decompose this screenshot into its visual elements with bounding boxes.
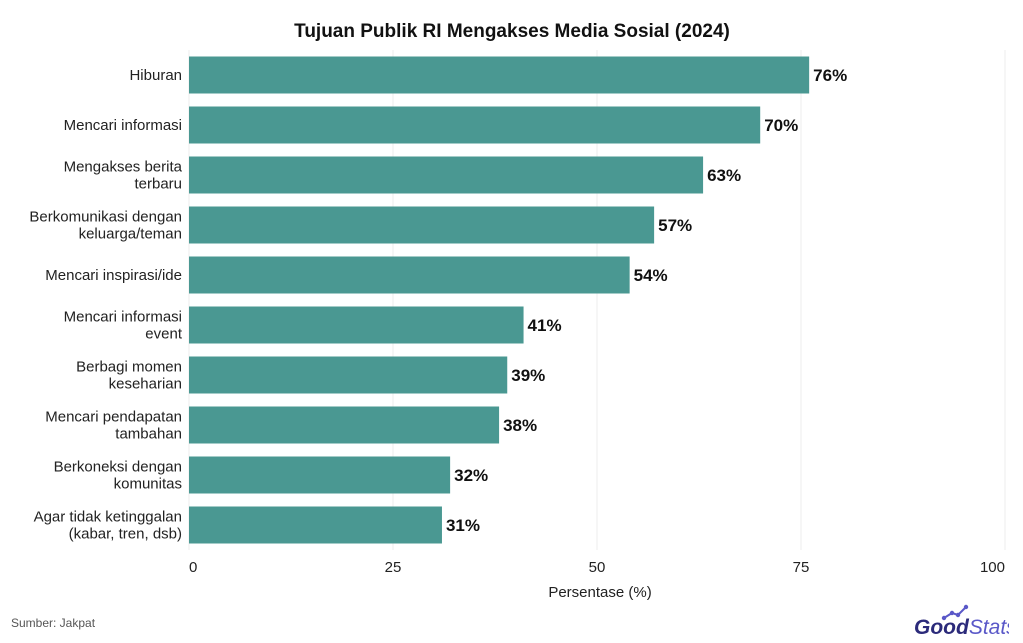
value-label: 31%	[446, 516, 480, 535]
source-note: Sumber: Jakpat	[11, 616, 96, 630]
value-label: 54%	[634, 266, 668, 285]
value-label: 32%	[454, 466, 488, 485]
category-label-line: keluarga/teman	[79, 226, 182, 243]
category-label: Berbagi momen keseharian	[76, 359, 182, 393]
bar	[189, 306, 524, 344]
category-label: Mencari informasi	[64, 117, 182, 134]
logo-chart-icon	[941, 604, 969, 621]
x-axis-title: Persentase (%)	[548, 584, 651, 601]
category-label: Berkomunikasi dengan keluarga/teman	[29, 209, 182, 243]
category-label-line: Berkoneksi dengan	[54, 459, 182, 476]
category-label: Mencari inspirasi/ide	[45, 267, 182, 284]
chart-title: Tujuan Publik RI Mengakses Media Sosial …	[294, 21, 730, 42]
category-label-line: keseharian	[109, 376, 182, 393]
category-label: Mengakses berita terbaru	[64, 159, 183, 193]
category-label-line: terbaru	[134, 176, 182, 193]
bar	[189, 256, 630, 294]
category-label: Agar tidak ketinggalan (kabar, tren, dsb)	[34, 509, 182, 543]
goodstats-logo: GoodStats	[914, 604, 1009, 638]
bars	[189, 56, 810, 544]
x-tick-label: 75	[793, 559, 810, 576]
category-label-line: Agar tidak ketinggalan	[34, 509, 182, 526]
category-label-line: Hiburan	[129, 67, 182, 84]
x-axis-ticks: 0 25 50 75 100	[189, 559, 1005, 576]
value-label: 41%	[528, 316, 562, 335]
value-label: 63%	[707, 166, 741, 185]
value-label: 70%	[764, 116, 798, 135]
value-label: 57%	[658, 216, 692, 235]
category-label: Hiburan	[129, 67, 182, 84]
value-label: 39%	[511, 366, 545, 385]
category-label-line: Mencari informasi	[64, 309, 182, 326]
category-label-line: Berkomunikasi dengan	[29, 209, 182, 226]
logo-text-stats: Stats	[969, 616, 1009, 638]
bar	[189, 156, 704, 194]
bar	[189, 56, 810, 94]
category-label: Berkoneksi dengan komunitas	[54, 459, 182, 493]
category-label: Mencari pendapatan tambahan	[45, 409, 182, 443]
category-labels: Hiburan Mencari informasi Mengakses berita…	[29, 67, 182, 543]
x-tick-label: 25	[385, 559, 402, 576]
value-label: 38%	[503, 416, 537, 435]
value-labels: 76% 70% 63% 57% 54% 41% 39% 38% 32% 31%	[446, 66, 847, 535]
x-tick-label: 50	[589, 559, 606, 576]
category-label-line: Mencari inspirasi/ide	[45, 267, 182, 284]
bar	[189, 206, 655, 244]
bar	[189, 506, 442, 544]
category-label: Mencari informasi event	[64, 309, 183, 343]
category-label-line: Berbagi momen	[76, 359, 182, 376]
bar	[189, 456, 451, 494]
svg-text:GoodStats: GoodStats	[914, 616, 1009, 638]
category-label-line: tambahan	[115, 426, 182, 443]
bar	[189, 106, 761, 144]
category-label-line: Mencari pendapatan	[45, 409, 182, 426]
category-label-line: komunitas	[114, 476, 182, 493]
x-tick-label: 0	[189, 559, 197, 576]
value-label: 76%	[813, 66, 847, 85]
category-label-line: Mencari informasi	[64, 117, 182, 134]
category-label-line: event	[145, 326, 183, 343]
bar	[189, 356, 508, 394]
category-label-line: (kabar, tren, dsb)	[69, 526, 182, 543]
x-tick-label: 100	[980, 559, 1005, 576]
bar	[189, 406, 500, 444]
category-label-line: Mengakses berita	[64, 159, 183, 176]
logo-text-good: Good	[914, 616, 970, 638]
